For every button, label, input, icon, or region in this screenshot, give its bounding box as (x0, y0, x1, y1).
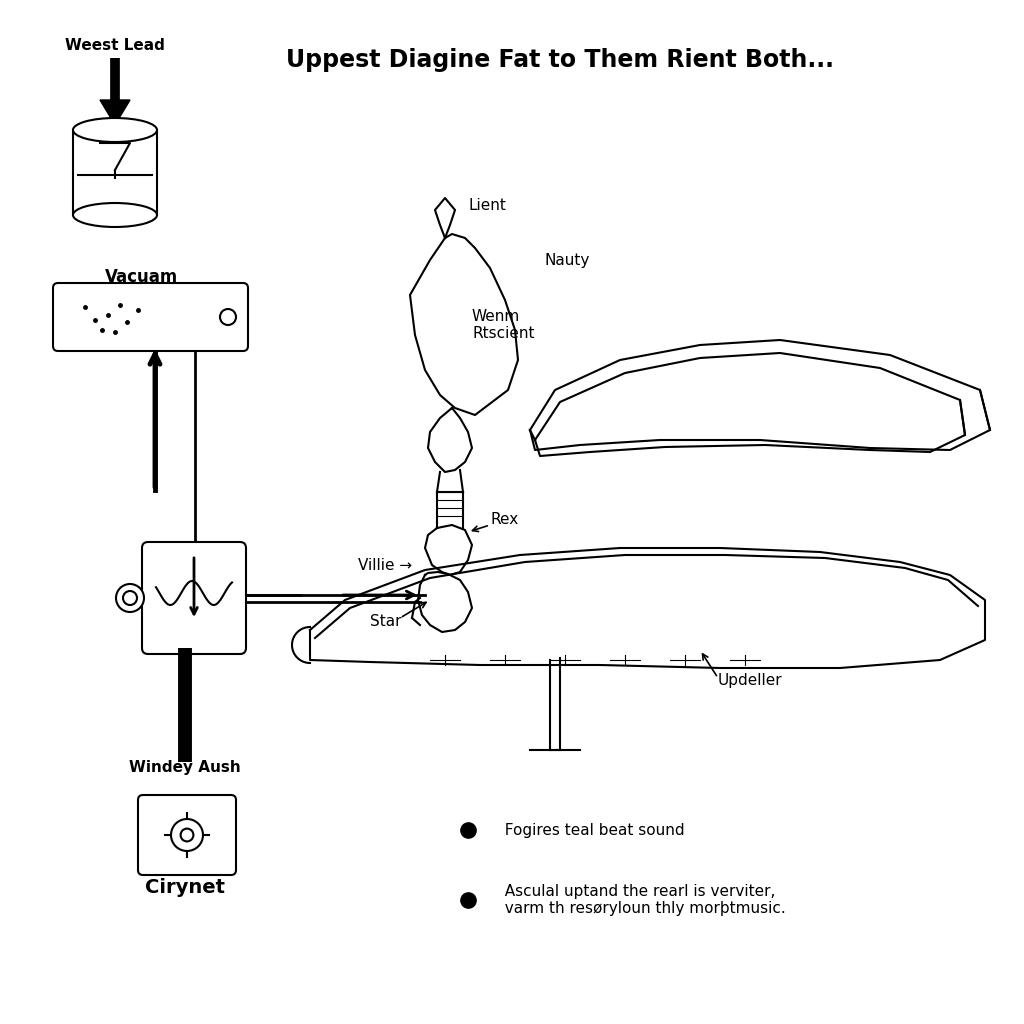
Circle shape (123, 591, 137, 605)
Text: Uppest Diagine Fat to Them Rient Both...: Uppest Diagine Fat to Them Rient Both... (286, 48, 834, 72)
Text: Windey Aush: Windey Aush (129, 760, 241, 775)
Circle shape (116, 584, 144, 612)
Circle shape (220, 309, 236, 325)
Text: Nauty: Nauty (545, 253, 591, 267)
Text: Cirynet: Cirynet (145, 878, 225, 897)
Ellipse shape (73, 118, 157, 142)
Text: Star: Star (370, 614, 401, 630)
Text: Vacuam: Vacuam (105, 268, 178, 286)
Text: Weest Lead: Weest Lead (66, 38, 165, 53)
Ellipse shape (73, 203, 157, 227)
Text: Asculal uptand the rearl is verviter,
  varm th resøryloun thly morþtmusic.: Asculal uptand the rearl is verviter, va… (495, 884, 785, 916)
Polygon shape (100, 100, 130, 125)
Circle shape (171, 819, 203, 851)
Text: Lient: Lient (468, 198, 506, 213)
FancyBboxPatch shape (53, 283, 248, 351)
Text: Updeller: Updeller (718, 673, 782, 687)
FancyBboxPatch shape (142, 542, 246, 654)
Circle shape (180, 828, 194, 842)
Text: Rex: Rex (490, 512, 518, 527)
FancyBboxPatch shape (138, 795, 236, 874)
Text: Wenm
Rtscient: Wenm Rtscient (472, 309, 535, 341)
Text: Villie →: Villie → (358, 557, 412, 572)
Text: Fogires teal beat sound: Fogires teal beat sound (495, 822, 685, 838)
